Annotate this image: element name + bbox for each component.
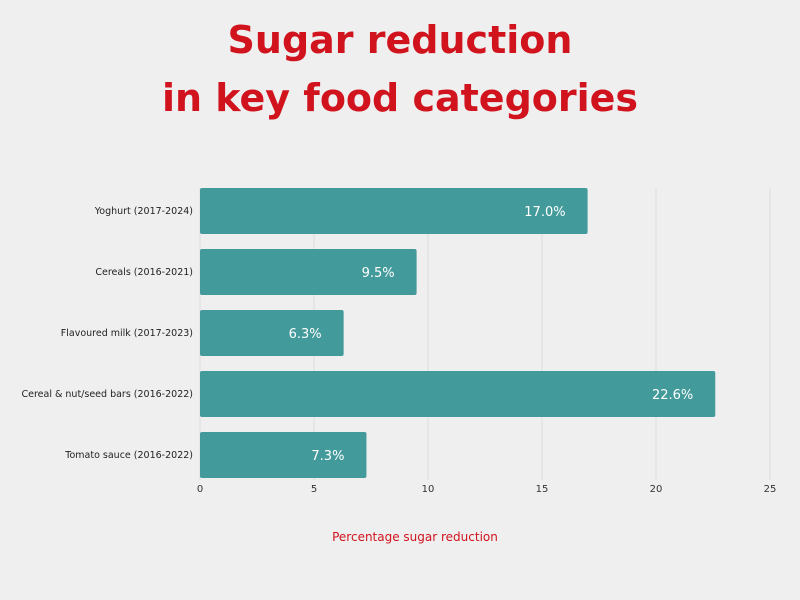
bar (200, 249, 417, 295)
data-label: 22.6% (652, 388, 693, 403)
data-label: 7.3% (311, 449, 344, 464)
x-axis-label: Percentage sugar reduction (332, 530, 498, 544)
bar (200, 310, 344, 356)
category-label: Flavoured milk (2017-2023) (61, 328, 193, 339)
bar (200, 432, 367, 478)
category-label: Cereal & nut/seed bars (2016-2022) (21, 389, 193, 400)
x-tick-label: 5 (311, 484, 317, 495)
data-label: 17.0% (524, 205, 565, 220)
data-label: 9.5% (362, 266, 395, 281)
data-label: 6.3% (289, 327, 322, 342)
bar (200, 371, 716, 417)
chart-title-line-1: Sugar reduction (227, 18, 573, 62)
x-tick-label: 15 (536, 484, 549, 495)
x-tick-label: 25 (764, 484, 777, 495)
category-label: Yoghurt (2017-2024) (94, 206, 193, 217)
bar (200, 188, 588, 234)
category-label: Tomato sauce (2016-2022) (64, 450, 193, 461)
x-tick-label: 0 (197, 484, 203, 495)
chart-title-line-2: in key food categories (161, 76, 639, 120)
x-tick-label: 20 (650, 484, 663, 495)
category-label: Cereals (2016-2021) (95, 267, 193, 278)
x-tick-label: 10 (422, 484, 435, 495)
